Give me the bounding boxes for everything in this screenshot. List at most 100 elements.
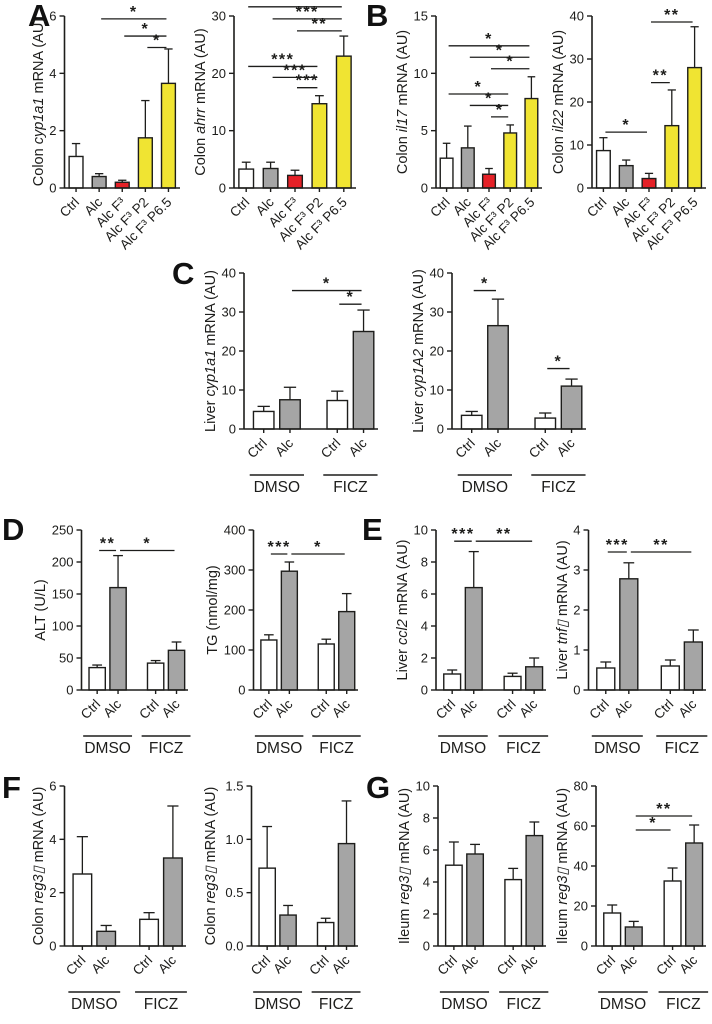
bar — [160, 82, 177, 189]
y-tick-label: 30 — [212, 9, 226, 24]
significance-stars: ** — [656, 801, 671, 818]
y-tick-label: 0 — [423, 939, 430, 954]
bar — [316, 921, 335, 947]
bar — [524, 97, 539, 189]
panel-label-d: D — [2, 512, 25, 547]
x-tick-label: Ctrl — [452, 436, 477, 461]
group-label: FICZ — [319, 996, 353, 1013]
y-tick-label: 40 — [574, 859, 588, 874]
bar — [146, 662, 165, 691]
y-tick-label: 250 — [52, 523, 74, 538]
y-tick-label: 40 — [222, 266, 236, 281]
y-tick-label: 8 — [421, 555, 428, 570]
chart-liver-cyp1a1: 0 10 20 30 40 Ctrl Alc Ctrl Alc DMSO FICZ * * Liver c… — [202, 257, 384, 505]
y-tick-label: 200 — [224, 603, 246, 618]
y-tick-label: 10 — [416, 779, 430, 794]
y-tick-label: 0 — [421, 683, 428, 698]
x-tick-label: Alc — [329, 696, 353, 720]
group-label: FICZ — [319, 740, 353, 757]
bar — [280, 570, 299, 691]
x-tick-label: Alc — [88, 952, 112, 976]
chart-colon-il17: 0 5 10 15 Ctrl Alc Alc F³ Alc F³ P2 Alc F³ P6.5 *… — [394, 0, 548, 256]
bar — [286, 174, 304, 189]
bar — [466, 853, 485, 947]
y-tick-label: 6 — [49, 779, 56, 794]
group-label: FICZ — [149, 740, 183, 757]
chart-liver-tnf: 0 1 2 3 4 Ctrl Alc Ctrl Alc DMSO FICZ *** ** Liver tn… — [554, 514, 712, 766]
y-tick-label: 15 — [414, 9, 428, 24]
significance-stars: * — [314, 539, 322, 556]
significance-stars: * — [622, 117, 630, 134]
x-tick-label: Alc — [676, 696, 700, 720]
y-tick-label: 5 — [421, 123, 428, 138]
panel-label-b: B — [366, 0, 389, 33]
significance-stars: *** — [271, 51, 294, 68]
y-tick-label: 10 — [212, 123, 226, 138]
chart-colon-reg3b: 0 2 4 6 Ctrl Alc Ctrl Alc DMSO FICZ Colon reg3▯ mR… — [30, 770, 192, 1022]
x-tick-label: Alc — [270, 952, 294, 976]
y-tick-label: 8 — [423, 811, 430, 826]
bar — [311, 103, 328, 189]
bar — [618, 164, 634, 189]
y-axis-label: Colon il17 mRNA (AU) — [395, 30, 411, 174]
y-tick-label: 0.0 — [225, 939, 243, 954]
y-tick-label: 0 — [49, 181, 56, 196]
significance-stars: ** — [664, 7, 679, 24]
significance-stars: * — [485, 90, 493, 107]
y-tick-label: 20 — [212, 66, 226, 81]
y-tick-label: 10 — [570, 138, 584, 153]
significance-stars: *** — [283, 62, 306, 79]
bar — [464, 586, 483, 691]
y-tick-label: 0 — [581, 939, 588, 954]
chart-liver-ccl2: 0 2 4 6 8 10 Ctrl Alc Ctrl Alc DMSO FICZ *** ** Liver … — [394, 514, 552, 766]
group-label: DMSO — [462, 479, 509, 496]
y-tick-label: 40 — [430, 266, 444, 281]
significance-stars: *** — [296, 4, 319, 21]
significance-stars: ** — [653, 68, 668, 85]
x-tick-label: Alc — [272, 696, 296, 720]
significance-stars: * — [141, 21, 149, 38]
bar — [335, 55, 352, 189]
y-axis-label: TG (nmol/mg) — [205, 565, 221, 654]
bar — [238, 168, 255, 189]
y-tick-label: 20 — [430, 344, 444, 359]
x-tick-label: Ctrl — [318, 436, 343, 461]
significance-stars: * — [130, 4, 138, 21]
bar — [595, 149, 611, 189]
bar — [114, 181, 130, 189]
y-tick-label: 10 — [414, 66, 428, 81]
y-axis-label: Colon reg3▯ mRNA (AU) — [203, 787, 219, 946]
y-tick-label: 300 — [224, 563, 246, 578]
bar — [504, 878, 523, 947]
x-tick-label: Alc — [457, 952, 481, 976]
bar — [252, 410, 275, 430]
significance-stars: * — [485, 31, 493, 48]
x-tick-label: Ctrl — [493, 697, 518, 722]
bar — [596, 667, 616, 691]
bar — [624, 926, 643, 947]
x-tick-label: Alc — [155, 952, 179, 976]
y-tick-label: 6 — [421, 587, 428, 602]
y-tick-label: 4 — [573, 523, 580, 538]
bar — [72, 873, 93, 947]
bar — [279, 914, 297, 947]
group-label: DMSO — [600, 996, 647, 1013]
x-tick-label: Alc — [480, 435, 504, 459]
bar — [139, 918, 160, 947]
y-axis-label: Colon ahrr mRNA (AU) — [193, 28, 209, 175]
bar — [660, 665, 680, 691]
bar — [503, 132, 518, 189]
y-tick-label: 0 — [573, 683, 580, 698]
bar — [338, 610, 356, 691]
y-tick-label: 6 — [423, 843, 430, 858]
x-tick-label: Ctrl — [57, 195, 82, 220]
x-tick-label: Alc — [676, 952, 700, 976]
significance-stars: *** — [606, 537, 629, 554]
